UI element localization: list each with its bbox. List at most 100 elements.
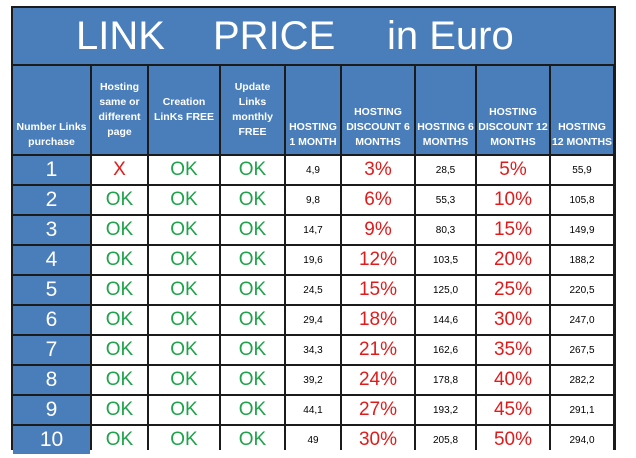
row-number: 10 — [13, 426, 90, 454]
update-cell: OK — [221, 216, 284, 244]
discount-6-months-cell: 21% — [342, 336, 414, 364]
hosting-page-cell: OK — [92, 276, 147, 304]
discount-6-months-cell: 30% — [342, 426, 414, 454]
update-cell: OK — [221, 276, 284, 304]
creation-cell: OK — [149, 426, 219, 454]
update-cell: OK — [221, 306, 284, 334]
hosting-1-month-cell: 19,6 — [286, 246, 340, 274]
creation-cell: OK — [149, 216, 219, 244]
price-table: Number Links purchase Hosting same or di… — [11, 64, 615, 456]
hosting-page-cell: X — [92, 156, 147, 184]
hosting-1-month-cell: 34,3 — [286, 336, 340, 364]
col-header-number-links: Number Links purchase — [13, 66, 90, 154]
discount-12-months-cell: 40% — [477, 366, 549, 394]
col-header-update: Update Links monthly FREE — [221, 66, 284, 154]
hosting-1-month-cell: 4,9 — [286, 156, 340, 184]
update-cell: OK — [221, 246, 284, 274]
discount-6-months-cell: 12% — [342, 246, 414, 274]
table-row: 8 OK OK OK 39,2 24% 178,8 40% 282,2 — [13, 366, 613, 394]
hosting-6-months-cell: 80,3 — [416, 216, 475, 244]
hosting-12-months-cell: 247,0 — [551, 306, 613, 334]
table-row: 4 OK OK OK 19,6 12% 103,5 20% 188,2 — [13, 246, 613, 274]
row-number: 3 — [13, 216, 90, 244]
col-header-creation: Creation LinKs FREE — [149, 66, 219, 154]
discount-6-months-cell: 18% — [342, 306, 414, 334]
hosting-12-months-cell: 149,9 — [551, 216, 613, 244]
creation-cell: OK — [149, 156, 219, 184]
discount-6-months-cell: 6% — [342, 186, 414, 214]
hosting-page-cell: OK — [92, 426, 147, 454]
update-cell: OK — [221, 426, 284, 454]
hosting-6-months-cell: 125,0 — [416, 276, 475, 304]
table-row: 1 X OK OK 4,9 3% 28,5 5% 55,9 — [13, 156, 613, 184]
title-word-in-euro: in Euro — [387, 14, 514, 58]
creation-cell: OK — [149, 276, 219, 304]
hosting-6-months-cell: 144,6 — [416, 306, 475, 334]
discount-12-months-cell: 20% — [477, 246, 549, 274]
creation-cell: OK — [149, 396, 219, 424]
table-row: 9 OK OK OK 44,1 27% 193,2 45% 291,1 — [13, 396, 613, 424]
hosting-page-cell: OK — [92, 246, 147, 274]
table-row: 3 OK OK OK 14,7 9% 80,3 15% 149,9 — [13, 216, 613, 244]
col-header-hosting-12-months: HOSTING 12 MONTHS — [551, 66, 613, 154]
hosting-6-months-cell: 178,8 — [416, 366, 475, 394]
row-number: 1 — [13, 156, 90, 184]
update-cell: OK — [221, 396, 284, 424]
discount-6-months-cell: 24% — [342, 366, 414, 394]
row-number: 2 — [13, 186, 90, 214]
hosting-6-months-cell: 103,5 — [416, 246, 475, 274]
discount-6-months-cell: 27% — [342, 396, 414, 424]
table-row: 10 OK OK OK 49 30% 205,8 50% 294,0 — [13, 426, 613, 454]
hosting-6-months-cell: 162,6 — [416, 336, 475, 364]
creation-cell: OK — [149, 366, 219, 394]
hosting-1-month-cell: 9,8 — [286, 186, 340, 214]
hosting-page-cell: OK — [92, 216, 147, 244]
row-number: 4 — [13, 246, 90, 274]
discount-12-months-cell: 50% — [477, 426, 549, 454]
row-number: 5 — [13, 276, 90, 304]
row-number: 7 — [13, 336, 90, 364]
title-word-price: PRICE — [213, 14, 336, 58]
creation-cell: OK — [149, 336, 219, 364]
hosting-page-cell: OK — [92, 186, 147, 214]
table-body: 1 X OK OK 4,9 3% 28,5 5% 55,9 2 OK OK OK 9,8 6% 55,3 10%… — [13, 156, 613, 454]
hosting-12-months-cell: 55,9 — [551, 156, 613, 184]
hosting-12-months-cell: 105,8 — [551, 186, 613, 214]
hosting-1-month-cell: 14,7 — [286, 216, 340, 244]
hosting-12-months-cell: 291,1 — [551, 396, 613, 424]
hosting-12-months-cell: 282,2 — [551, 366, 613, 394]
discount-12-months-cell: 30% — [477, 306, 549, 334]
discount-12-months-cell: 25% — [477, 276, 549, 304]
page-title: LINK PRICE in Euro — [13, 8, 614, 64]
hosting-6-months-cell: 28,5 — [416, 156, 475, 184]
hosting-page-cell: OK — [92, 396, 147, 424]
title-word-link: LINK — [76, 14, 165, 58]
discount-12-months-cell: 45% — [477, 396, 549, 424]
hosting-page-cell: OK — [92, 336, 147, 364]
hosting-6-months-cell: 205,8 — [416, 426, 475, 454]
col-header-hosting-page: Hosting same or different page — [92, 66, 147, 154]
hosting-1-month-cell: 29,4 — [286, 306, 340, 334]
update-cell: OK — [221, 366, 284, 394]
table-row: 5 OK OK OK 24,5 15% 125,0 25% 220,5 — [13, 276, 613, 304]
header-row: Number Links purchase Hosting same or di… — [13, 66, 613, 154]
col-header-hosting-6-months: HOSTING 6 MONTHS — [416, 66, 475, 154]
hosting-1-month-cell: 39,2 — [286, 366, 340, 394]
hosting-1-month-cell: 49 — [286, 426, 340, 454]
update-cell: OK — [221, 186, 284, 214]
row-number: 9 — [13, 396, 90, 424]
discount-6-months-cell: 3% — [342, 156, 414, 184]
col-header-discount-12-months: HOSTING DISCOUNT 12 MONTHS — [477, 66, 549, 154]
hosting-1-month-cell: 44,1 — [286, 396, 340, 424]
hosting-1-month-cell: 24,5 — [286, 276, 340, 304]
creation-cell: OK — [149, 186, 219, 214]
hosting-6-months-cell: 193,2 — [416, 396, 475, 424]
table-row: 7 OK OK OK 34,3 21% 162,6 35% 267,5 — [13, 336, 613, 364]
hosting-page-cell: OK — [92, 306, 147, 334]
row-number: 8 — [13, 366, 90, 394]
hosting-12-months-cell: 220,5 — [551, 276, 613, 304]
hosting-12-months-cell: 294,0 — [551, 426, 613, 454]
discount-12-months-cell: 15% — [477, 216, 549, 244]
col-header-discount-6-months: HOSTING DISCOUNT 6 MONTHS — [342, 66, 414, 154]
hosting-page-cell: OK — [92, 366, 147, 394]
